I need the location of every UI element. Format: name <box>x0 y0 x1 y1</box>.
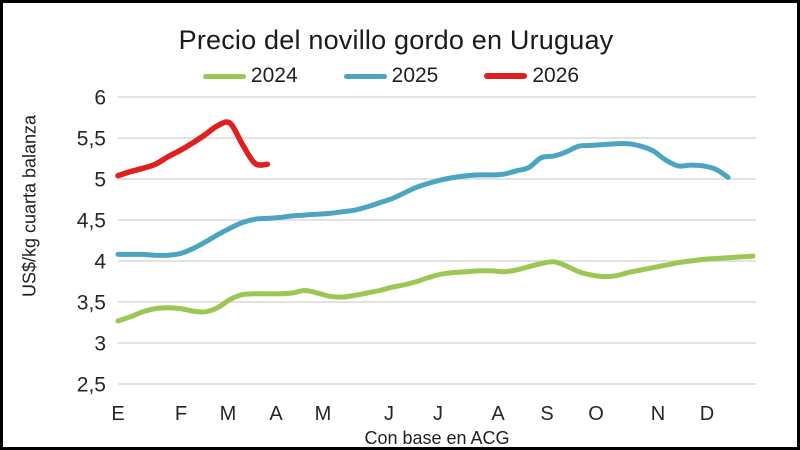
y-tick-label-4,5: 4,5 <box>77 210 106 233</box>
legend-item-2024: 2024 <box>202 64 298 88</box>
legend-swatch-2026 <box>484 73 528 79</box>
x-tick-label-2-M: M <box>220 403 237 425</box>
y-tick-label-3,5: 3,5 <box>77 292 106 315</box>
series-line-2025 <box>115 140 731 258</box>
x-tick-label-10-N: N <box>651 403 665 425</box>
series-line-2026 <box>115 119 271 179</box>
x-tick-label-8-S: S <box>540 403 553 425</box>
series-line-2024 <box>115 253 756 324</box>
x-tick-label-3-A: A <box>269 403 283 425</box>
x-tick-label-0-E: E <box>111 403 124 425</box>
y-tick-label-4: 4 <box>94 251 106 274</box>
x-tick-label-5-J: J <box>384 403 394 425</box>
x-tick-label-11-D: D <box>700 403 714 425</box>
x-tick-label-7-A: A <box>491 403 505 425</box>
x-tick-label-6-J: J <box>433 403 443 425</box>
x-tick-label-9-O: O <box>588 403 604 425</box>
y-tick-label-5: 5 <box>94 169 106 192</box>
x-tick-label-4-M: M <box>315 403 332 425</box>
legend-item-2026: 2026 <box>484 64 579 88</box>
legend-swatch-2025 <box>343 73 387 79</box>
y-tick-label-3: 3 <box>94 333 106 356</box>
y-tick-label-6: 6 <box>94 87 106 110</box>
legend-label-2026: 2026 <box>532 64 580 87</box>
line-chart-plot-area: 6 5,5 5 4,5 4 3,5 3 2,5E F M A M J J A S O N D <box>77 87 756 425</box>
y-tick-label-5,5: 5,5 <box>77 128 106 151</box>
x-tick-label-1-F: F <box>175 403 187 425</box>
y-tick-label-2,5: 2,5 <box>77 374 106 397</box>
legend-item-2025: 2025 <box>343 64 439 88</box>
legend-label-2024: 2024 <box>250 64 298 87</box>
legend-swatch-2024 <box>202 73 246 79</box>
legend-label-2025: 2025 <box>391 64 439 87</box>
x-axis-caption: Con base en ACG <box>364 428 510 448</box>
chart-legend: 2024 2025 2026 <box>3 64 779 88</box>
chart-title: Precio del novillo gordo en Uruguay <box>178 25 614 55</box>
